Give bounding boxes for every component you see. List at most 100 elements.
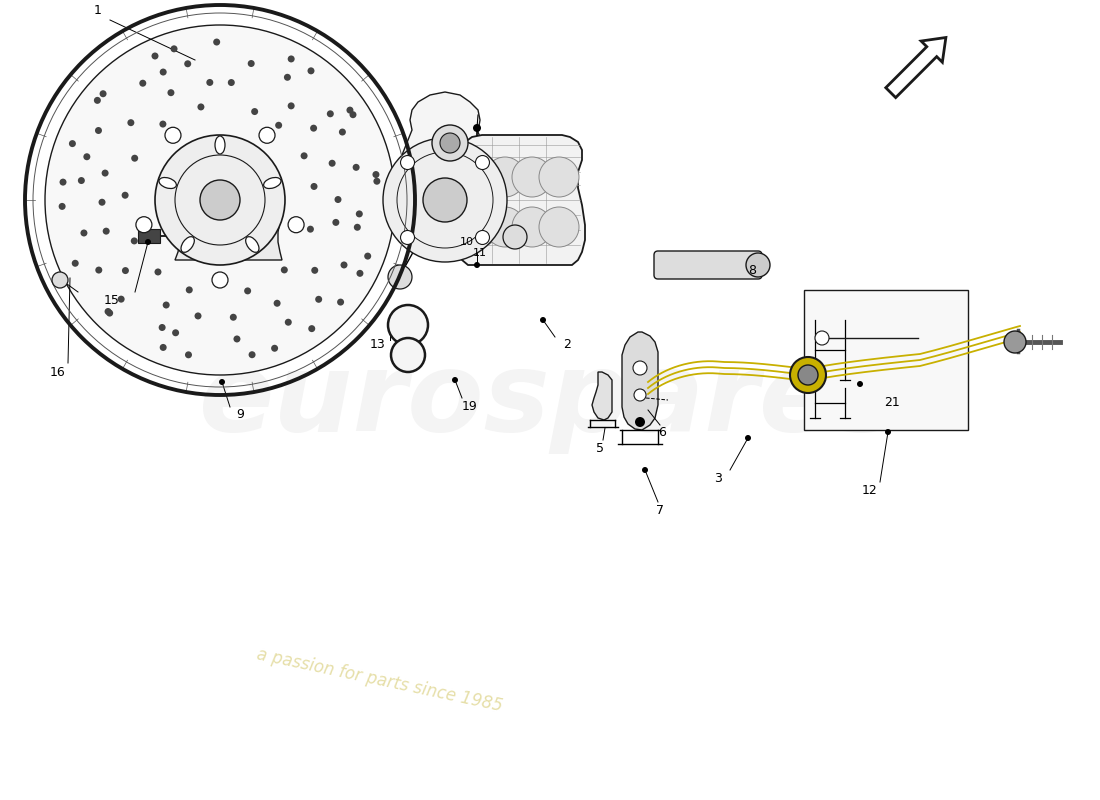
Text: 13: 13 — [370, 338, 386, 351]
Circle shape — [634, 389, 646, 401]
Circle shape — [485, 207, 525, 247]
Circle shape — [185, 351, 192, 358]
Circle shape — [200, 180, 240, 220]
Circle shape — [388, 305, 428, 345]
Circle shape — [356, 270, 363, 277]
Circle shape — [798, 365, 818, 385]
Circle shape — [128, 119, 134, 126]
Circle shape — [99, 198, 106, 206]
Circle shape — [167, 89, 175, 96]
Circle shape — [275, 122, 283, 129]
Text: 8: 8 — [748, 263, 756, 277]
Text: 7: 7 — [656, 503, 664, 517]
Circle shape — [101, 170, 109, 177]
Circle shape — [857, 381, 864, 387]
Circle shape — [59, 178, 66, 186]
Circle shape — [271, 345, 278, 352]
Circle shape — [58, 203, 66, 210]
Circle shape — [339, 129, 345, 135]
Text: a passion for parts since 1985: a passion for parts since 1985 — [255, 645, 505, 715]
Text: 2: 2 — [563, 338, 571, 351]
Circle shape — [244, 287, 251, 294]
Circle shape — [311, 267, 318, 274]
Circle shape — [251, 108, 258, 115]
Polygon shape — [592, 372, 612, 420]
Bar — [138, 229, 160, 243]
Text: 15: 15 — [104, 294, 120, 306]
Ellipse shape — [245, 237, 258, 252]
Circle shape — [341, 262, 348, 269]
Circle shape — [84, 154, 90, 160]
Circle shape — [195, 313, 201, 319]
Circle shape — [197, 103, 205, 110]
Circle shape — [78, 177, 85, 184]
Circle shape — [327, 110, 333, 118]
Circle shape — [310, 183, 318, 190]
Circle shape — [815, 331, 829, 345]
Circle shape — [118, 296, 124, 302]
Circle shape — [122, 267, 129, 274]
Circle shape — [140, 80, 146, 86]
Circle shape — [459, 207, 499, 247]
Circle shape — [400, 155, 415, 170]
Circle shape — [288, 55, 295, 62]
Ellipse shape — [182, 237, 195, 252]
Circle shape — [165, 127, 182, 143]
Circle shape — [390, 338, 425, 372]
Circle shape — [485, 157, 525, 197]
Circle shape — [248, 60, 255, 67]
Circle shape — [163, 302, 169, 309]
Circle shape — [334, 196, 341, 203]
Circle shape — [160, 121, 166, 127]
Circle shape — [122, 192, 129, 198]
Ellipse shape — [264, 178, 280, 189]
Circle shape — [373, 171, 380, 178]
Circle shape — [284, 74, 290, 81]
Circle shape — [172, 330, 179, 336]
Circle shape — [249, 351, 255, 358]
Circle shape — [424, 178, 468, 222]
FancyBboxPatch shape — [654, 251, 762, 279]
Circle shape — [1004, 331, 1026, 353]
Circle shape — [432, 125, 468, 161]
Text: 11: 11 — [473, 248, 487, 258]
Circle shape — [96, 266, 102, 274]
Circle shape — [316, 296, 322, 303]
Text: eurospares: eurospares — [199, 346, 901, 454]
Circle shape — [233, 335, 241, 342]
Circle shape — [346, 106, 353, 114]
Circle shape — [388, 265, 412, 289]
Circle shape — [540, 317, 546, 323]
Circle shape — [459, 157, 499, 197]
Polygon shape — [621, 332, 658, 430]
Circle shape — [258, 127, 275, 143]
Circle shape — [503, 225, 527, 249]
Circle shape — [158, 324, 166, 331]
Circle shape — [512, 157, 552, 197]
Text: 10: 10 — [460, 237, 474, 247]
Circle shape — [145, 239, 151, 245]
Circle shape — [354, 224, 361, 230]
Circle shape — [288, 102, 295, 110]
Circle shape — [790, 357, 826, 393]
Circle shape — [310, 125, 317, 132]
Circle shape — [353, 164, 360, 171]
Circle shape — [307, 226, 314, 233]
Polygon shape — [886, 38, 946, 98]
Circle shape — [80, 230, 87, 237]
Circle shape — [280, 266, 288, 274]
Circle shape — [186, 286, 192, 294]
Polygon shape — [455, 135, 585, 265]
Circle shape — [152, 53, 158, 59]
Circle shape — [207, 79, 213, 86]
Circle shape — [512, 207, 552, 247]
Circle shape — [184, 60, 191, 67]
Text: 21: 21 — [884, 397, 900, 410]
Circle shape — [288, 217, 304, 233]
Text: 16: 16 — [51, 366, 66, 379]
Bar — [804, 290, 968, 430]
Circle shape — [308, 67, 315, 74]
Circle shape — [100, 90, 107, 98]
Circle shape — [337, 298, 344, 306]
Circle shape — [642, 467, 648, 473]
